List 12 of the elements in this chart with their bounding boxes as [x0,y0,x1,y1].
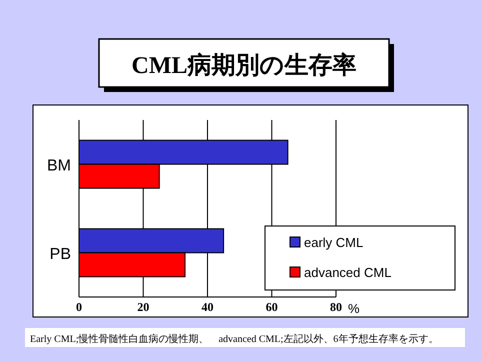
x-tick-label: 0 [76,300,82,314]
x-tick-label: 20 [137,300,150,314]
legend-label: advanced CML [304,265,392,280]
chart-title: CML病期別の生存率 [132,52,356,79]
x-axis-title: % [348,301,360,316]
y-tick-label: PB [50,246,71,263]
text: Early CML;慢性骨髄性白血病の慢性期、 advanced CML;左記以外、6年予想生存率を示す。 [30,333,438,345]
x-tick-label: 80 [330,300,342,314]
x-tick-label: 60 [266,300,278,314]
legend-label: early CML [304,235,364,250]
y-tick-label: BM [47,157,71,174]
x-tick-label: 40 [202,300,214,314]
